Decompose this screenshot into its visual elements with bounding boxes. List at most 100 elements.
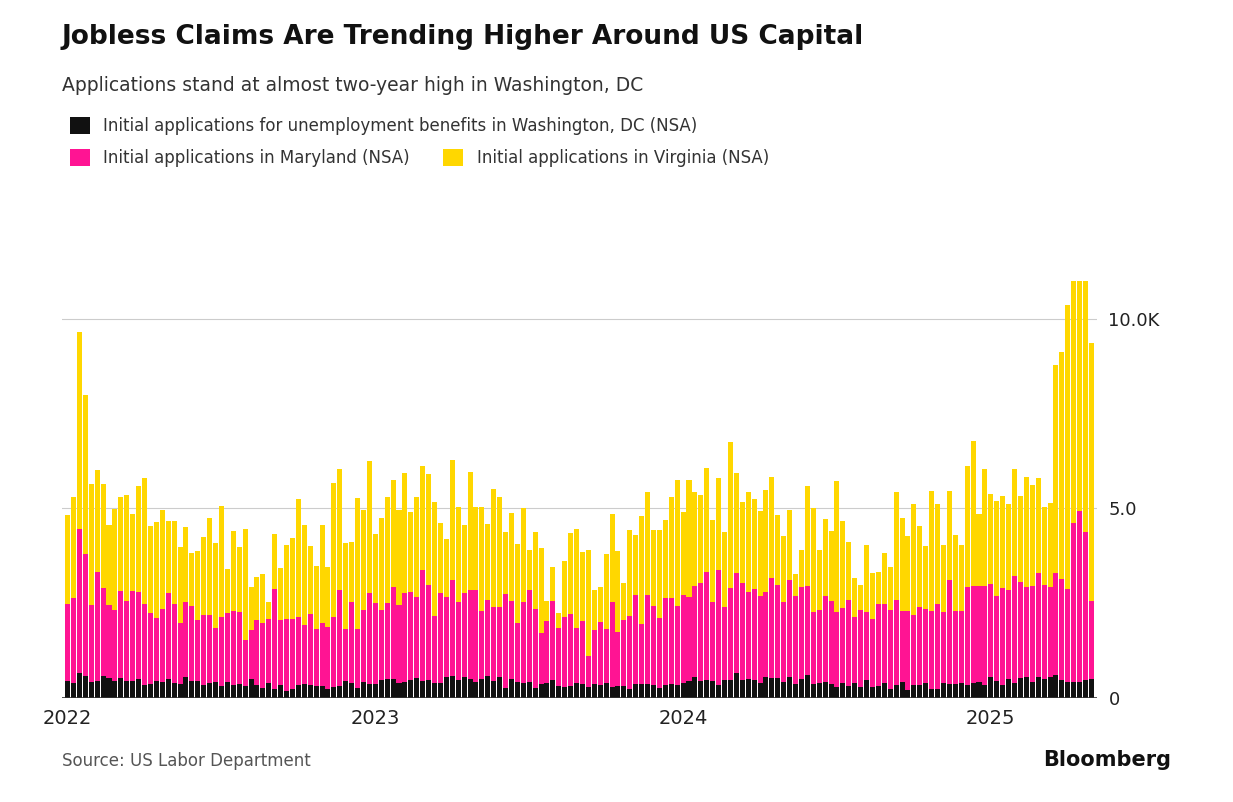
Bar [72,497,76,597]
Bar [539,633,544,684]
Bar [450,676,455,698]
Bar [290,538,295,619]
Bar [486,524,491,600]
Bar [598,686,603,698]
Bar [645,492,650,595]
Bar [438,593,443,683]
Bar [841,521,846,608]
Bar [864,612,869,680]
Bar [953,683,958,698]
Bar [580,552,584,621]
Bar [385,603,390,679]
Bar [101,676,106,698]
Bar [947,580,952,684]
Bar [207,683,212,698]
Bar [634,684,639,698]
Bar [811,508,816,612]
Bar [1059,352,1064,579]
Bar [467,589,472,678]
Bar [178,684,182,698]
Bar [76,332,81,529]
Text: Applications stand at almost two-year high in Washington, DC: Applications stand at almost two-year hi… [62,76,642,95]
Bar [1000,685,1005,698]
Bar [568,533,573,614]
Bar [290,689,295,698]
Bar [207,518,212,615]
Bar [870,619,875,687]
Bar [1023,477,1028,587]
Bar [237,547,242,612]
Bar [776,515,780,585]
Bar [296,685,301,698]
Bar [195,681,200,698]
Bar [279,620,284,685]
Bar [977,514,981,585]
Bar [793,574,798,596]
Bar [905,536,910,610]
Bar [118,591,123,678]
Bar [704,572,709,680]
Bar [628,689,633,698]
Bar [1000,589,1005,685]
Bar [1023,587,1028,677]
Bar [930,491,935,611]
Bar [822,520,827,596]
Bar [272,589,277,689]
Bar [723,532,727,607]
Bar [1012,576,1017,683]
Bar [941,683,946,698]
Bar [1036,478,1041,573]
Bar [959,545,964,611]
Bar [550,680,555,698]
Bar [693,586,698,677]
Bar [456,602,461,680]
Bar [545,601,550,622]
Bar [142,478,147,604]
Bar [592,589,597,630]
Bar [89,484,94,605]
Bar [308,614,313,685]
Bar [562,618,567,687]
Bar [657,530,662,618]
Bar [930,689,935,698]
Bar [101,589,106,676]
Bar [184,602,189,677]
Bar [118,497,123,591]
Bar [875,686,880,698]
Bar [763,490,768,592]
Bar [266,602,271,618]
Bar [550,601,555,680]
Bar [213,628,218,682]
Bar [782,683,787,698]
Bar [846,687,851,698]
Bar [515,622,520,682]
Bar [757,511,762,596]
Bar [609,602,614,687]
Bar [313,686,318,698]
Bar [290,619,295,689]
Bar [793,596,798,684]
Bar [763,677,768,698]
Bar [545,622,550,683]
Bar [816,550,821,610]
Bar [473,589,478,682]
Bar [769,678,774,698]
Bar [970,441,975,586]
Bar [432,683,436,698]
Bar [284,691,289,698]
Bar [621,621,626,687]
Bar [414,597,419,678]
Bar [420,466,425,570]
Bar [231,685,236,698]
Bar [575,683,580,698]
Bar [83,554,88,676]
Bar [379,518,383,610]
Bar [533,533,538,609]
Bar [959,683,964,698]
Bar [154,681,159,698]
Bar [526,590,531,683]
Bar [888,566,893,610]
Bar [639,516,644,624]
Bar [805,675,810,698]
Bar [710,520,715,602]
